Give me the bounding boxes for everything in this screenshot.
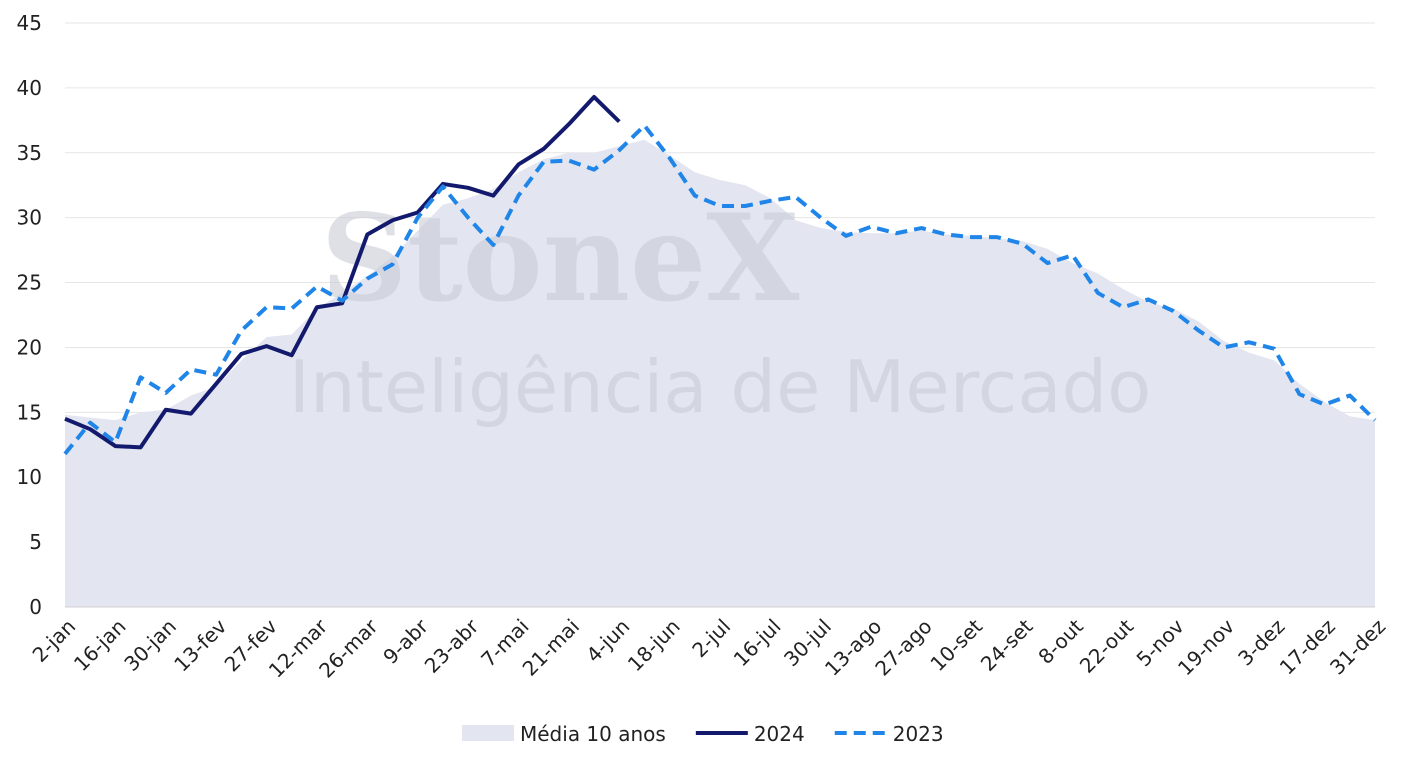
x-tick-label: 16-jul xyxy=(729,614,786,671)
x-tick-label: 19-nov xyxy=(1173,614,1239,680)
y-tick-label: 20 xyxy=(17,335,42,359)
x-tick-label: 10-set xyxy=(925,614,987,676)
x-tick-label: 17-dez xyxy=(1275,614,1340,679)
x-tick-label: 16-jan xyxy=(69,614,131,676)
line xyxy=(63,123,1377,456)
line xyxy=(64,94,621,450)
y-tick-label: 45 xyxy=(17,11,42,35)
x-tick-label: 21-mai xyxy=(518,614,584,680)
legend-label: 2024 xyxy=(754,722,805,746)
x-tick-label: 23-abr xyxy=(420,614,484,678)
x-tick-label: 22-out xyxy=(1075,614,1139,678)
x-tick-label: 13-fev xyxy=(169,614,231,676)
y-tick-label: 5 xyxy=(29,530,42,554)
watermark: Inteligência de Mercado xyxy=(289,345,1151,429)
legend-label: 2023 xyxy=(893,722,944,746)
legend-swatch xyxy=(462,725,514,741)
legend-label: Média 10 anos xyxy=(520,722,666,746)
x-tick-label: 24-set xyxy=(976,614,1038,676)
x-tick-label: 18-jun xyxy=(623,614,685,676)
y-tick-label: 40 xyxy=(17,76,42,100)
y-tick-label: 35 xyxy=(17,141,42,165)
x-tick-label: 31-dez xyxy=(1325,614,1390,679)
x-tick-label: 2-jul xyxy=(687,614,735,662)
x-tick-label: 30-jan xyxy=(119,614,181,676)
area xyxy=(65,139,1375,608)
y-tick-label: 25 xyxy=(17,271,42,295)
y-tick-label: 30 xyxy=(17,206,42,230)
y-tick-label: 15 xyxy=(17,400,42,424)
y-tick-label: 10 xyxy=(17,465,42,489)
x-tick-label: 27-ago xyxy=(870,614,936,680)
watermark: StoneX xyxy=(321,188,800,329)
y-tick-label: 0 xyxy=(29,595,42,619)
